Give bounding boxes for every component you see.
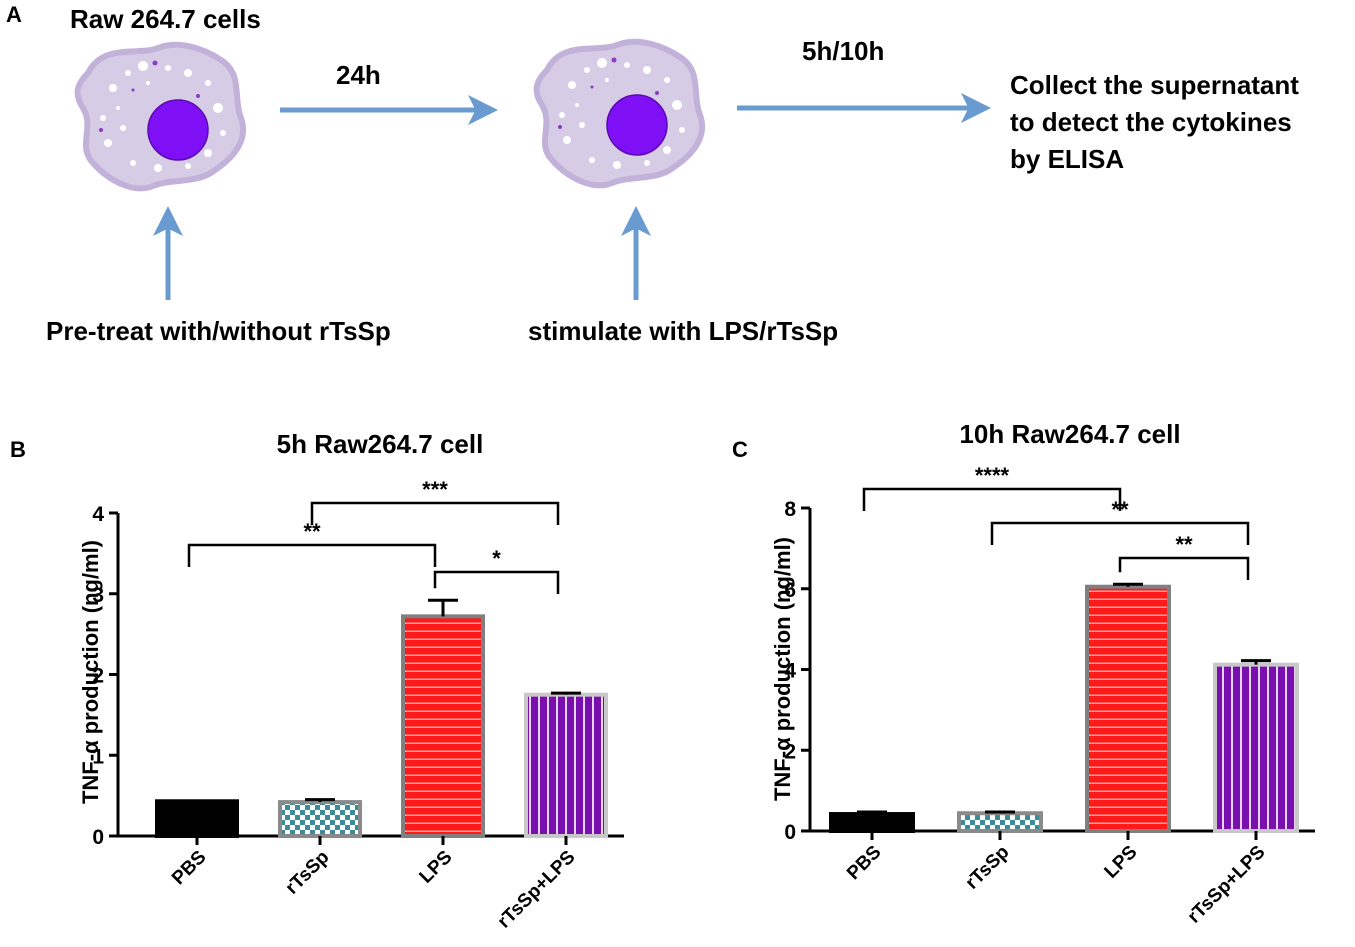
cell-2-vacuoles: [559, 58, 685, 169]
nucleus-2: [606, 94, 668, 156]
cell-2-granules: [558, 57, 659, 155]
y-tick-label: 2: [92, 665, 104, 688]
collect-line-1: Collect the supernatant: [1010, 70, 1299, 100]
y-tick-label: 4: [784, 660, 796, 683]
bar-pbs: [829, 812, 915, 833]
bar-lps: [1085, 584, 1171, 834]
macrophage-cell-1: [74, 41, 247, 192]
cell-title: Raw 264.7 cells: [70, 4, 261, 34]
x-tick-label: rTsSp: [962, 842, 1014, 894]
panel-b-label: B: [10, 437, 26, 462]
bar-rtssp: [957, 811, 1043, 833]
bar-rtssp-lps: [1213, 662, 1299, 834]
significance-bracket: [310, 501, 560, 525]
significance-label: ****: [975, 463, 1010, 488]
x-tick-label: PBS: [843, 842, 885, 884]
panel-a-label: A: [6, 2, 22, 27]
significance-bracket: [187, 543, 437, 567]
chart-c-y-axis-label: TNF-α production (ng/ml): [770, 537, 795, 801]
panel-c-label: C: [732, 437, 748, 462]
cell-1-vacuoles: [100, 61, 226, 172]
significance-label: **: [1111, 497, 1129, 522]
y-tick-label: 4: [92, 503, 104, 526]
bar-pbs: [155, 799, 239, 839]
bar-lps: [401, 614, 485, 838]
significance-label: **: [1175, 532, 1193, 557]
bar-rtssp-lps: [524, 692, 608, 838]
arrow-5h-10h-label: 5h/10h: [802, 36, 884, 66]
significance-label: ***: [422, 477, 448, 502]
bar-rtssp: [278, 800, 362, 839]
nucleus-1: [147, 99, 209, 161]
stimulate-label: stimulate with LPS/rTsSp: [528, 316, 838, 346]
significance-bracket: [1118, 556, 1250, 580]
x-tick-label: PBS: [168, 847, 210, 889]
y-tick-label: 8: [784, 498, 796, 521]
significance-bracket: [990, 521, 1250, 545]
significance-label: *: [492, 546, 501, 571]
x-tick-label: rTsSp+LPS: [1184, 842, 1270, 928]
significance-bracket: [862, 487, 1122, 511]
y-tick-label: 2: [784, 740, 796, 763]
y-tick-label: 1: [92, 745, 104, 768]
pretreat-label: Pre-treat with/without rTsSp: [46, 316, 391, 346]
y-tick-label: 3: [92, 584, 104, 607]
macrophage-cell-2: [533, 38, 706, 189]
x-tick-label: LPS: [416, 847, 457, 888]
chart-b-title: 5h Raw264.7 cell: [277, 429, 484, 459]
panel-b-chart: B 5h Raw264.7 cell TNF-α production (ng/…: [10, 429, 624, 933]
collect-line-2: to detect the cytokines: [1010, 107, 1292, 137]
collect-line-3: by ELISA: [1010, 144, 1124, 174]
chart-b-y-axis-label: TNF-α production (ng/ml): [78, 540, 103, 804]
significance-label: **: [303, 519, 321, 544]
panel-a: A Raw 264.7 cells: [6, 2, 1299, 346]
panel-c-chart: C 10h Raw264.7 cell TNF-α production (ng…: [732, 419, 1315, 928]
arrow-24h-label: 24h: [336, 60, 381, 90]
x-tick-label: rTsSp+LPS: [494, 847, 580, 933]
x-tick-label: rTsSp: [282, 847, 334, 899]
x-tick-label: LPS: [1101, 842, 1142, 883]
y-tick-label: 6: [784, 579, 796, 602]
chart-c-title: 10h Raw264.7 cell: [959, 419, 1180, 449]
y-tick-label: 0: [92, 826, 104, 849]
y-tick-label: 0: [784, 821, 796, 844]
significance-bracket: [433, 570, 560, 594]
